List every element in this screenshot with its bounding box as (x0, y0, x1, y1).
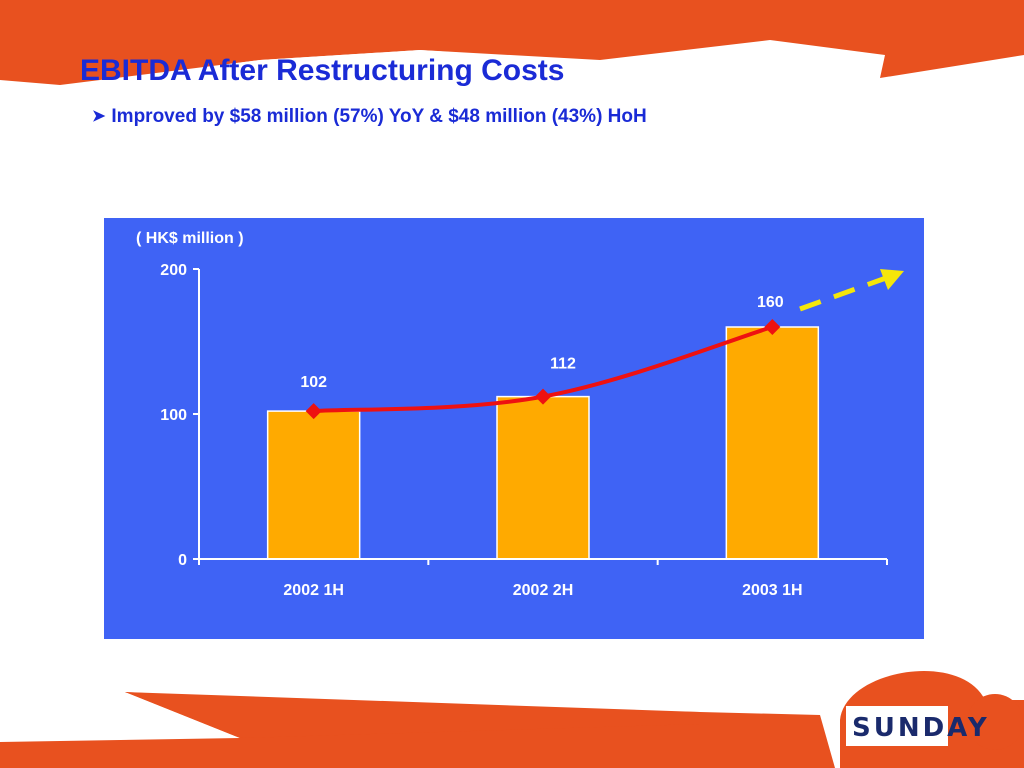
slide-title: EBITDA After Restructuring Costs (80, 54, 565, 87)
data-label-2: 160 (757, 294, 784, 311)
y-tick-label-0: 0 (178, 552, 187, 569)
x-tick-label-0: 2002 1H (283, 582, 344, 599)
unit-label: ( HK$ million ) (136, 230, 244, 247)
bar-2002-2h (496, 395, 590, 560)
bar-2003-1h (725, 326, 820, 560)
data-label-0: 102 (300, 374, 327, 391)
chart-panel: 0 100 200 2002 1H 2002 2H 2003 1H 102 112 160 ( … (104, 218, 924, 639)
line-marker-0 (305, 403, 322, 420)
trend-arrow-head-icon (880, 269, 904, 290)
y-tick-label-100: 100 (160, 407, 187, 424)
sunday-logo: SUNDAY (852, 713, 990, 743)
data-label-1: 112 (550, 356, 576, 373)
top-white-cut (20, 44, 880, 100)
subtitle-text: Improved by $58 million (57%) YoY & $48 … (111, 106, 647, 127)
slide-subtitle: ➤ Improved by $58 million (57%) YoY & $48… (92, 106, 647, 128)
top-orange-swoosh (0, 0, 1024, 85)
y-tick-label-200: 200 (160, 262, 187, 279)
ebitda-chart: 0 100 200 2002 1H 2002 2H 2003 1H 102 112 160 (160, 262, 904, 599)
x-tick-label-1: 2002 2H (513, 582, 574, 599)
arrowhead-bullet-icon: ➤ (92, 108, 106, 125)
line-marker-1 (535, 388, 551, 405)
trend-arrow-line (799, 275, 887, 312)
bar-2002-1h (266, 410, 361, 560)
x-tick-label-2: 2003 1H (742, 582, 803, 599)
line-marker-2 (764, 319, 781, 335)
